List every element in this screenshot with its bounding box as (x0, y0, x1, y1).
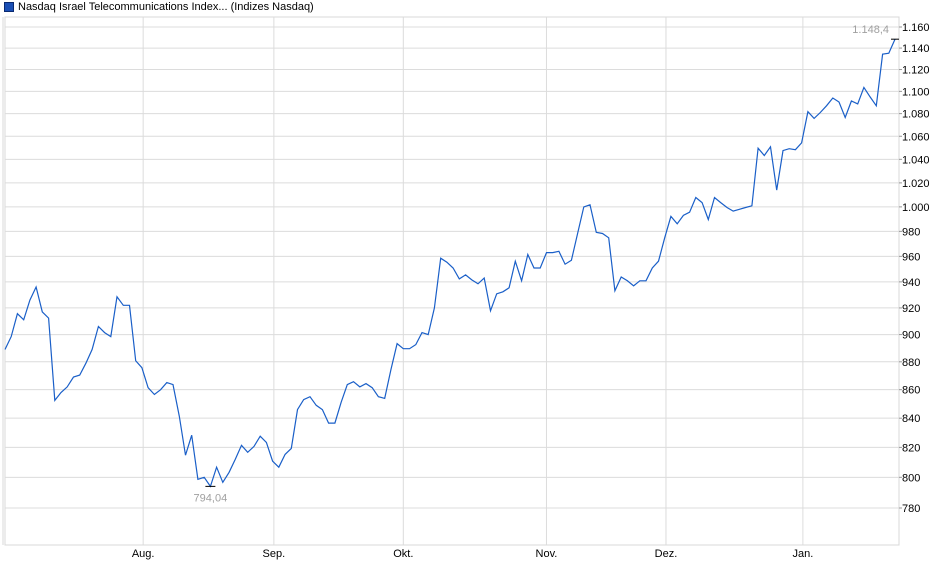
annotations: 794,04 1.148,4 (194, 24, 899, 504)
y-tick-label: 1.080 (902, 109, 930, 121)
y-tick-label: 920 (902, 303, 920, 315)
y-tick-label: 880 (902, 357, 920, 369)
y-tick-label: 780 (902, 503, 920, 515)
chart-title: Nasdaq Israel Telecommunications Index..… (18, 0, 314, 13)
y-tick-label: 1.020 (902, 178, 930, 190)
x-axis: Aug. Sep. Okt. Nov. Dez. Jan. (132, 548, 813, 560)
x-tick-label: Jan. (792, 548, 813, 560)
y-tick-label: 1.160 (902, 22, 930, 34)
y-tick-label: 980 (902, 226, 920, 238)
y-axis: 780 800 820 840 860 880 900 920 940 960 980 1.000 1.… (902, 22, 930, 515)
legend-swatch (4, 1, 14, 12)
plot-border (4, 16, 900, 546)
y-tick-label: 940 (902, 277, 920, 289)
chart-legend: Nasdaq Israel Telecommunications Index..… (4, 0, 314, 13)
x-tick-label: Sep. (263, 548, 286, 560)
x-tick-label: Okt. (393, 548, 413, 560)
high-label: 1.148,4 (852, 24, 889, 36)
y-tick-label: 960 (902, 251, 920, 263)
y-tick-label: 1.040 (902, 154, 930, 166)
y-tick-label: 800 (902, 472, 920, 484)
y-tick-label: 860 (902, 385, 920, 397)
x-tick-label: Dez. (655, 548, 678, 560)
y-tick-label: 900 (902, 330, 920, 342)
price-line (4, 38, 896, 488)
y-tick-label: 840 (902, 413, 920, 425)
low-label: 794,04 (194, 492, 228, 504)
grid (2, 16, 902, 546)
x-tick-label: Nov. (536, 548, 558, 560)
x-tick-label: Aug. (132, 548, 155, 560)
y-tick-label: 1.000 (902, 202, 930, 214)
y-tick-label: 1.140 (902, 43, 930, 55)
y-tick-label: 1.060 (902, 131, 930, 143)
y-tick-label: 820 (902, 442, 920, 454)
y-tick-label: 1.120 (902, 65, 930, 77)
y-tick-label: 1.100 (902, 86, 930, 98)
